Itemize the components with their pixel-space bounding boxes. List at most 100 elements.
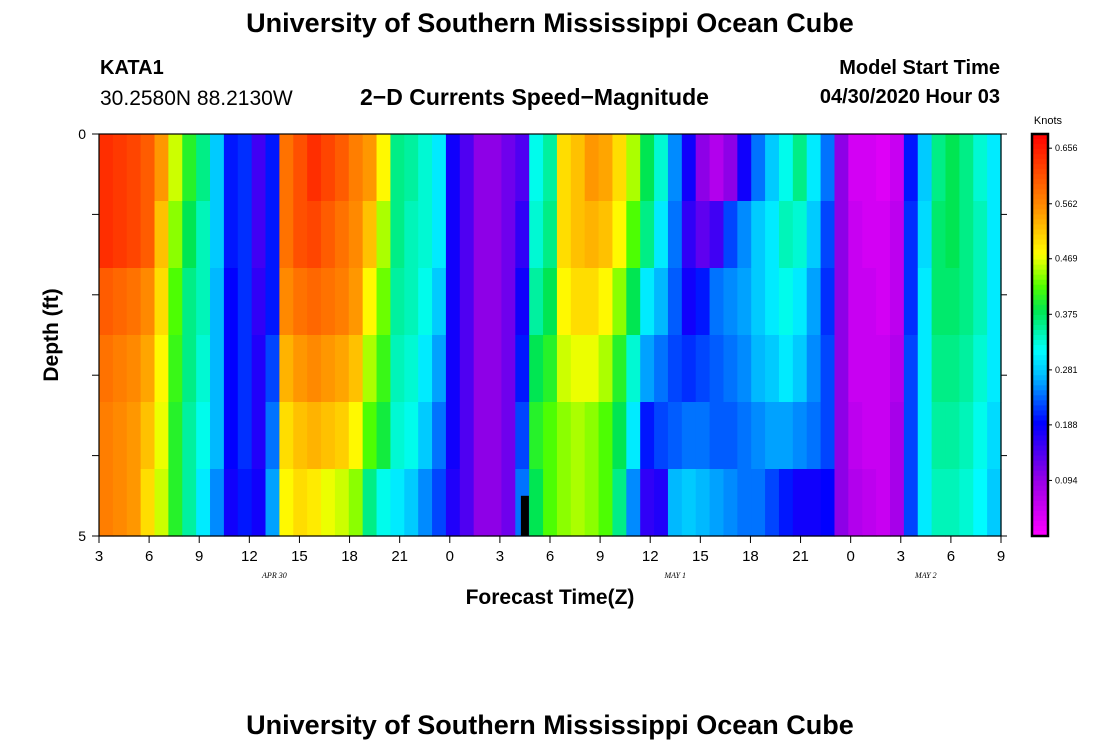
heatmap-cell	[251, 201, 267, 269]
heatmap-cell	[265, 402, 280, 470]
station-coords: 30.2580N 88.2130W	[100, 87, 293, 110]
x-tick-label: 21	[391, 548, 408, 565]
heatmap-cell	[889, 469, 905, 537]
heatmap-cell	[279, 201, 294, 269]
colorbar-segment	[1032, 450, 1048, 457]
heatmap-cell	[681, 268, 697, 336]
heatmap-cell	[792, 402, 808, 470]
colorbar-segment	[1032, 229, 1048, 236]
heatmap-cell	[959, 335, 974, 403]
heatmap-cell	[876, 402, 891, 470]
heatmap-cell	[945, 268, 960, 336]
heatmap-cell	[348, 201, 364, 269]
heatmap-cell	[695, 201, 711, 269]
colorbar-segment	[1032, 355, 1048, 361]
heatmap-cell	[584, 201, 600, 269]
heatmap-cell	[459, 402, 475, 470]
heatmap-cell	[348, 268, 364, 336]
colorbar-segment	[1032, 375, 1048, 381]
x-tick-label: 18	[341, 548, 358, 565]
heatmap-cell	[765, 469, 780, 537]
heatmap-cell	[321, 335, 336, 403]
heatmap-cell	[862, 402, 877, 470]
heatmap-cell	[612, 402, 627, 470]
colorbar-segment	[1032, 505, 1048, 512]
heatmap-cell	[723, 469, 738, 537]
heatmap-cell	[321, 469, 336, 537]
x-tick-label: 12	[241, 548, 258, 565]
heatmap-cell	[418, 469, 433, 537]
heatmap-cell	[140, 335, 156, 403]
model-marker-bar	[520, 495, 529, 536]
heatmap-cell	[598, 201, 614, 269]
colorbar-segment	[1032, 144, 1048, 150]
colorbar-tick-label: 0.281	[1055, 365, 1078, 375]
heatmap-cell	[723, 268, 738, 336]
heatmap-cell	[737, 268, 752, 336]
heatmap-cell	[848, 469, 863, 537]
heatmap-cell	[418, 402, 433, 470]
heatmap-cell	[210, 469, 225, 537]
heatmap-cell	[654, 268, 669, 336]
heatmap-cell	[223, 134, 239, 202]
heatmap-cell	[640, 469, 655, 537]
heatmap-cell	[348, 469, 364, 537]
x-tick-label: 3	[897, 548, 905, 565]
heatmap-cell	[973, 268, 988, 336]
heatmap-cell	[265, 134, 280, 202]
heatmap-cell	[945, 201, 960, 269]
heatmap-cell	[848, 335, 863, 403]
colorbar-segment	[1032, 415, 1048, 422]
heatmap-cell	[529, 268, 544, 336]
heatmap-cell	[876, 134, 891, 202]
heatmap-cell	[432, 402, 447, 470]
heatmap-cell	[307, 469, 322, 537]
heatmap-cell	[640, 335, 655, 403]
x-tick-label: 3	[95, 548, 103, 565]
heatmap-cell	[321, 402, 336, 470]
heatmap-cell	[973, 201, 988, 269]
heatmap-cell	[223, 201, 239, 269]
heatmap-cell	[182, 469, 197, 537]
heatmap-cell	[695, 402, 711, 470]
colorbar-segment	[1032, 530, 1048, 537]
heatmap-cell	[931, 469, 947, 537]
heatmap-cell	[709, 335, 725, 403]
heatmap-cell	[376, 201, 392, 269]
colorbar-segment	[1032, 209, 1048, 216]
heatmap-cell	[501, 402, 516, 470]
colorbar-segment	[1032, 234, 1048, 241]
heatmap-cell	[487, 469, 503, 537]
heatmap-cell	[681, 134, 697, 202]
heatmap-cell	[751, 469, 766, 537]
heatmap-cell	[529, 402, 544, 470]
heatmap-cell	[293, 335, 308, 403]
colorbar-segment	[1032, 249, 1048, 256]
heatmap-cell	[903, 268, 919, 336]
heatmap-cell	[806, 268, 822, 336]
heatmap-cell	[445, 134, 461, 202]
colorbar-segment	[1032, 435, 1048, 442]
heatmap-cell	[751, 201, 766, 269]
colorbar-segment	[1032, 455, 1048, 462]
footer-title: University of Southern Mississippi Ocean…	[246, 710, 854, 740]
heatmap-cell	[390, 201, 405, 269]
heatmap-cell	[251, 402, 267, 470]
colorbar-segment	[1032, 525, 1048, 532]
colorbar-segment	[1032, 380, 1048, 386]
heatmap-cell	[876, 268, 891, 336]
colorbar-segment	[1032, 385, 1048, 391]
heatmap-cell	[612, 335, 627, 403]
colorbar-segment	[1032, 179, 1048, 185]
colorbar-segment	[1032, 465, 1048, 472]
heatmap-cell	[959, 201, 974, 269]
x-tick-label: 6	[947, 548, 955, 565]
heatmap-cell	[154, 335, 169, 403]
heatmap-cell	[404, 402, 419, 470]
heatmap-cell	[196, 201, 211, 269]
heatmap-cell	[307, 335, 322, 403]
heatmap-cell	[931, 201, 947, 269]
heatmap-cell	[778, 268, 794, 336]
heatmap-cell	[570, 402, 586, 470]
